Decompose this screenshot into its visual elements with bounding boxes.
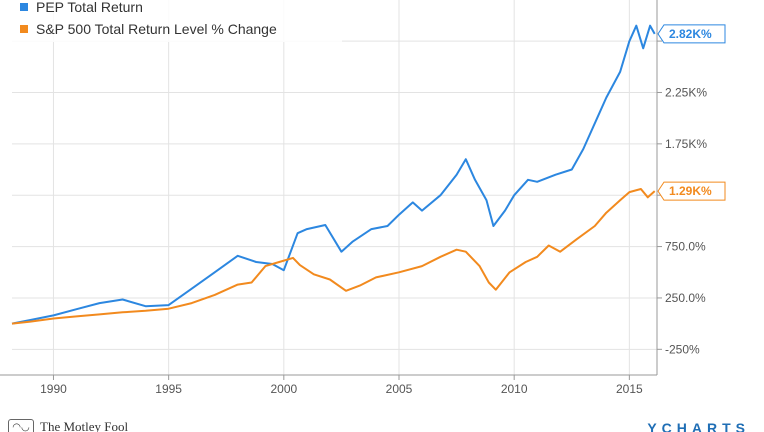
y-tick-label: 2.25K% (665, 85, 707, 99)
end-label-text: 1.29K% (669, 184, 712, 198)
footer: ◠◡ The Motley Fool YCHARTS (0, 416, 764, 432)
legend-background (12, 0, 342, 42)
end-label-2: 1.29K% (657, 181, 726, 201)
y-tick-label: -250% (665, 342, 700, 356)
end-label-1: 2.82K% (657, 24, 726, 44)
end-label-box (657, 181, 726, 201)
ycharts-logo: YCHARTS (647, 420, 750, 432)
x-tick-label: 2005 (386, 382, 413, 396)
motley-fool-text: The Motley Fool (40, 419, 129, 432)
legend-label-2: S&P 500 Total Return Level % Change (36, 21, 277, 37)
line-chart: -250% 250.0% 750.0% 1.75K% 2.25K% 1990 1995 200… (0, 0, 764, 416)
y-tick-label: 1.75K% (665, 137, 707, 151)
legend: PEP Total Return S&P 500 Total Return Lev… (12, 0, 342, 42)
x-tick-label: 2000 (270, 382, 297, 396)
series-lines (11, 24, 656, 325)
end-label-text: 2.82K% (669, 27, 712, 41)
y-tick-label: 250.0% (665, 291, 706, 305)
series-line-2 (11, 188, 656, 325)
end-label-box (657, 24, 726, 44)
end-labels: 2.82K% 1.29K% (657, 24, 726, 201)
gridlines (12, 0, 657, 375)
y-tick-label: 750.0% (665, 240, 706, 254)
x-tick-label: 1995 (155, 382, 182, 396)
series-line-1 (11, 24, 656, 325)
x-tick-label: 1990 (40, 382, 67, 396)
motley-fool-logo: ◠◡ The Motley Fool (8, 419, 128, 432)
plot-area-background (0, 0, 764, 416)
legend-label-1: PEP Total Return (36, 0, 143, 15)
legend-swatch-2 (20, 25, 28, 33)
axes: -250% 250.0% 750.0% 1.75K% 2.25K% 1990 1995 200… (0, 0, 707, 396)
x-tick-label: 2015 (616, 382, 643, 396)
jester-cap-icon: ◠◡ (8, 419, 34, 432)
legend-swatch-1 (20, 3, 28, 11)
x-tick-label: 2010 (501, 382, 528, 396)
